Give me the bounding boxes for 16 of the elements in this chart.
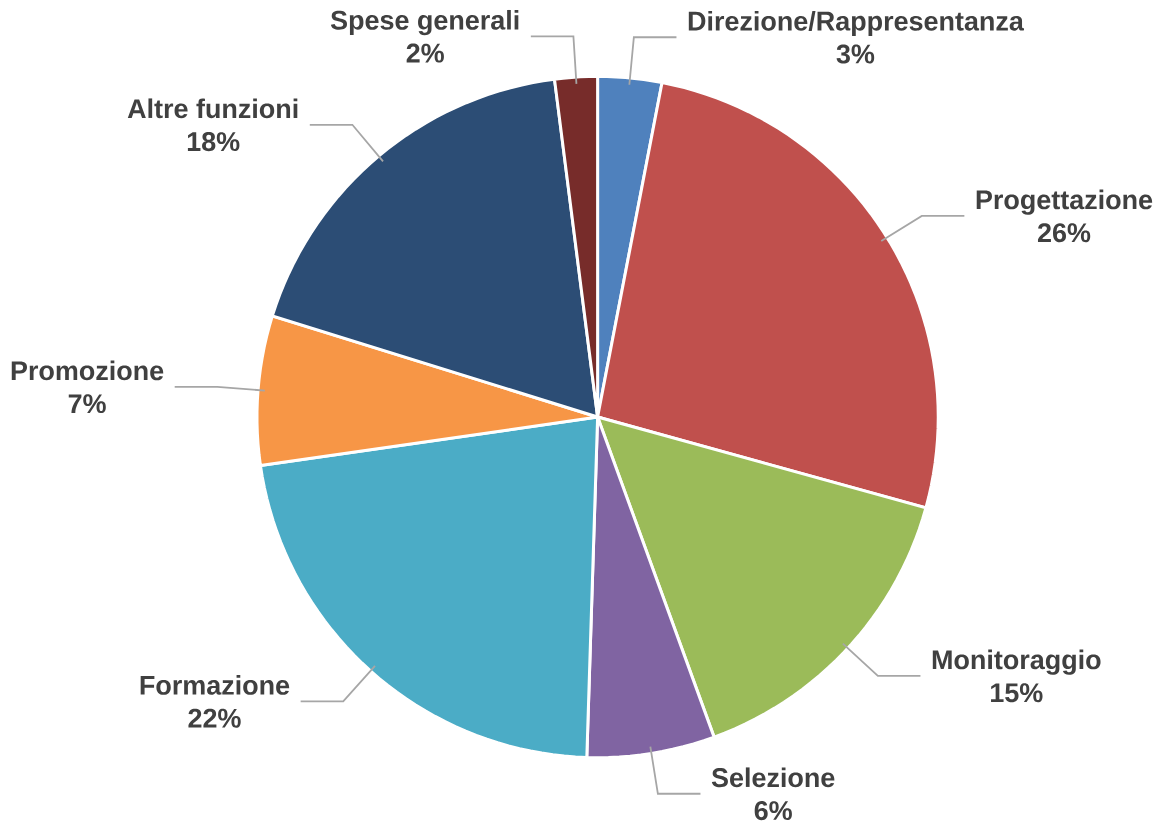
- slice-label: Spese generali: [330, 9, 519, 36]
- data-label: 6%: [754, 800, 792, 821]
- data-label: 15%: [991, 683, 1043, 703]
- slice-label: Promozione: [11, 360, 164, 381]
- slice-label: Direzione/Rappresentanza: [688, 10, 1024, 36]
- slice-label: Monitoraggio: [932, 649, 1101, 675]
- data-label: 2%: [406, 43, 444, 63]
- data-label: 26%: [1037, 223, 1091, 243]
- data-label: 7%: [68, 394, 106, 414]
- data-label: 22%: [188, 708, 241, 728]
- data-label: 3%: [836, 44, 875, 64]
- data-label: 18%: [187, 132, 240, 152]
- slice-label: Altre funzioni: [127, 98, 298, 119]
- slice-label: Progettazione: [976, 189, 1153, 215]
- slice-label: Selezione: [711, 767, 835, 788]
- slice-label: Formazione: [140, 674, 290, 695]
